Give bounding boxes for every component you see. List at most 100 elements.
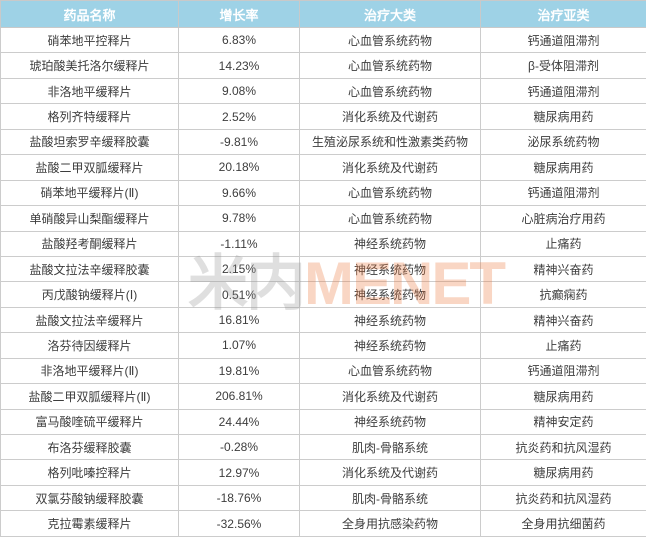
cell-therapy-major-class: 心血管系统药物 <box>299 77 481 105</box>
cell-drug-name: 布洛芬缓释胶囊 <box>0 433 179 461</box>
cell-therapy-major-class: 心血管系统药物 <box>299 205 481 232</box>
cell-therapy-major-class: 全身用抗感染药物 <box>299 510 481 537</box>
header-growth-rate: 增长率 <box>178 0 300 28</box>
cell-growth-rate: 206.81% <box>178 383 300 410</box>
cell-drug-name: 富马酸喹硫平缓释片 <box>0 408 179 436</box>
table-row: 丙戊酸钠缓释片(Ⅰ) 0.51% 神经系统药物 抗癫痫药 <box>0 281 646 308</box>
table-row: 盐酸二甲双胍缓释片 20.18% 消化系统及代谢药 糖尿病用药 <box>0 154 646 181</box>
cell-drug-name: 单硝酸异山梨酯缓释片 <box>0 205 179 232</box>
table-row: 琥珀酸美托洛尔缓释片 14.23% 心血管系统药物 β-受体阻滞剂 <box>0 52 646 79</box>
cell-therapy-subclass: 抗炎药和抗风湿药 <box>480 484 646 512</box>
cell-therapy-major-class: 消化系统及代谢药 <box>299 383 481 410</box>
cell-drug-name: 格列齐特缓释片 <box>0 103 179 130</box>
cell-therapy-major-class: 神经系统药物 <box>299 255 481 283</box>
table-row: 格列齐特缓释片 2.52% 消化系统及代谢药 糖尿病用药 <box>0 103 646 130</box>
cell-therapy-subclass: 抗炎药和抗风湿药 <box>480 433 646 461</box>
table-row: 单硝酸异山梨酯缓释片 9.78% 心血管系统药物 心脏病治疗用药 <box>0 205 646 232</box>
cell-growth-rate: 6.83% <box>178 26 300 54</box>
cell-growth-rate: 9.78% <box>178 205 300 232</box>
cell-therapy-major-class: 肌肉-骨骼系统 <box>299 433 481 461</box>
cell-therapy-major-class: 心血管系统药物 <box>299 357 481 385</box>
cell-therapy-major-class: 神经系统药物 <box>299 332 481 359</box>
cell-growth-rate: 20.18% <box>178 154 300 181</box>
cell-growth-rate: 2.52% <box>178 103 300 130</box>
cell-therapy-subclass: 止痛药 <box>480 230 646 257</box>
cell-drug-name: 丙戊酸钠缓释片(Ⅰ) <box>0 281 179 308</box>
table-row: 非洛地平缓释片 9.08% 心血管系统药物 钙通道阻滞剂 <box>0 77 646 105</box>
cell-growth-rate: -0.28% <box>178 433 300 461</box>
cell-growth-rate: 9.66% <box>178 179 300 207</box>
cell-therapy-major-class: 心血管系统药物 <box>299 52 481 79</box>
cell-therapy-subclass: 钙通道阻滞剂 <box>480 77 646 105</box>
header-drug-name: 药品名称 <box>0 0 179 28</box>
table-row: 富马酸喹硫平缓释片 24.44% 神经系统药物 精神安定药 <box>0 408 646 436</box>
cell-therapy-major-class: 神经系统药物 <box>299 306 481 334</box>
cell-therapy-subclass: 钙通道阻滞剂 <box>480 26 646 54</box>
table-row: 布洛芬缓释胶囊 -0.28% 肌肉-骨骼系统 抗炎药和抗风湿药 <box>0 433 646 461</box>
cell-therapy-major-class: 消化系统及代谢药 <box>299 154 481 181</box>
cell-growth-rate: -18.76% <box>178 484 300 512</box>
cell-therapy-subclass: 精神安定药 <box>480 408 646 436</box>
table-row: 盐酸文拉法辛缓释胶囊 2.15% 神经系统药物 精神兴奋药 <box>0 255 646 283</box>
cell-growth-rate: -9.81% <box>178 128 300 156</box>
drug-table-body: 硝苯地平控释片 6.83% 心血管系统药物 钙通道阻滞剂 琥珀酸美托洛尔缓释片 14.23… <box>0 26 646 537</box>
cell-drug-name: 盐酸二甲双胍缓释片(Ⅱ) <box>0 383 179 410</box>
cell-therapy-subclass: 糖尿病用药 <box>480 383 646 410</box>
cell-drug-name: 非洛地平缓释片(Ⅱ) <box>0 357 179 385</box>
cell-growth-rate: 12.97% <box>178 459 300 486</box>
table-row: 双氯芬酸钠缓释胶囊 -18.76% 肌肉-骨骼系统 抗炎药和抗风湿药 <box>0 484 646 512</box>
table-row: 盐酸文拉法辛缓释片 16.81% 神经系统药物 精神兴奋药 <box>0 306 646 334</box>
table-row: 洛芬待因缓释片 1.07% 神经系统药物 止痛药 <box>0 332 646 359</box>
cell-growth-rate: 19.81% <box>178 357 300 385</box>
table-row: 盐酸坦索罗辛缓释胶囊 -9.81% 生殖泌尿系统和性激素类药物 泌尿系统药物 <box>0 128 646 156</box>
cell-growth-rate: 0.51% <box>178 281 300 308</box>
cell-growth-rate: 2.15% <box>178 255 300 283</box>
cell-therapy-subclass: 全身用抗细菌药 <box>480 510 646 537</box>
cell-therapy-major-class: 心血管系统药物 <box>299 26 481 54</box>
cell-drug-name: 盐酸文拉法辛缓释片 <box>0 306 179 334</box>
cell-therapy-major-class: 神经系统药物 <box>299 281 481 308</box>
table-row: 克拉霉素缓释片 -32.56% 全身用抗感染药物 全身用抗细菌药 <box>0 510 646 537</box>
table-row: 格列吡嗪控释片 12.97% 消化系统及代谢药 糖尿病用药 <box>0 459 646 486</box>
header-therapy-subclass: 治疗亚类 <box>480 0 646 28</box>
cell-drug-name: 非洛地平缓释片 <box>0 77 179 105</box>
cell-drug-name: 格列吡嗪控释片 <box>0 459 179 486</box>
cell-therapy-subclass: 糖尿病用药 <box>480 154 646 181</box>
cell-therapy-subclass: 精神兴奋药 <box>480 255 646 283</box>
table-row: 盐酸二甲双胍缓释片(Ⅱ) 206.81% 消化系统及代谢药 糖尿病用药 <box>0 383 646 410</box>
cell-therapy-subclass: β-受体阻滞剂 <box>480 52 646 79</box>
cell-therapy-major-class: 生殖泌尿系统和性激素类药物 <box>299 128 481 156</box>
cell-therapy-subclass: 心脏病治疗用药 <box>480 205 646 232</box>
cell-therapy-subclass: 抗癫痫药 <box>480 281 646 308</box>
cell-drug-name: 克拉霉素缓释片 <box>0 510 179 537</box>
cell-therapy-subclass: 钙通道阻滞剂 <box>480 357 646 385</box>
cell-therapy-major-class: 肌肉-骨骼系统 <box>299 484 481 512</box>
cell-drug-name: 盐酸坦索罗辛缓释胶囊 <box>0 128 179 156</box>
cell-therapy-subclass: 糖尿病用药 <box>480 459 646 486</box>
table-header-row: 药品名称 增长率 治疗大类 治疗亚类 <box>0 0 646 28</box>
cell-growth-rate: 14.23% <box>178 52 300 79</box>
cell-drug-name: 琥珀酸美托洛尔缓释片 <box>0 52 179 79</box>
table-row: 硝苯地平控释片 6.83% 心血管系统药物 钙通道阻滞剂 <box>0 26 646 54</box>
cell-drug-name: 盐酸二甲双胍缓释片 <box>0 154 179 181</box>
cell-drug-name: 双氯芬酸钠缓释胶囊 <box>0 484 179 512</box>
cell-therapy-major-class: 消化系统及代谢药 <box>299 103 481 130</box>
cell-therapy-subclass: 糖尿病用药 <box>480 103 646 130</box>
cell-therapy-major-class: 心血管系统药物 <box>299 179 481 207</box>
cell-drug-name: 盐酸羟考酮缓释片 <box>0 230 179 257</box>
cell-therapy-major-class: 神经系统药物 <box>299 408 481 436</box>
cell-growth-rate: 16.81% <box>178 306 300 334</box>
table-row: 非洛地平缓释片(Ⅱ) 19.81% 心血管系统药物 钙通道阻滞剂 <box>0 357 646 385</box>
cell-therapy-subclass: 止痛药 <box>480 332 646 359</box>
cell-therapy-major-class: 消化系统及代谢药 <box>299 459 481 486</box>
cell-growth-rate: 1.07% <box>178 332 300 359</box>
table-row: 硝苯地平缓释片(Ⅱ) 9.66% 心血管系统药物 钙通道阻滞剂 <box>0 179 646 207</box>
cell-growth-rate: -1.11% <box>178 230 300 257</box>
cell-drug-name: 洛芬待因缓释片 <box>0 332 179 359</box>
cell-therapy-major-class: 神经系统药物 <box>299 230 481 257</box>
cell-drug-name: 盐酸文拉法辛缓释胶囊 <box>0 255 179 283</box>
table-row: 盐酸羟考酮缓释片 -1.11% 神经系统药物 止痛药 <box>0 230 646 257</box>
cell-growth-rate: -32.56% <box>178 510 300 537</box>
